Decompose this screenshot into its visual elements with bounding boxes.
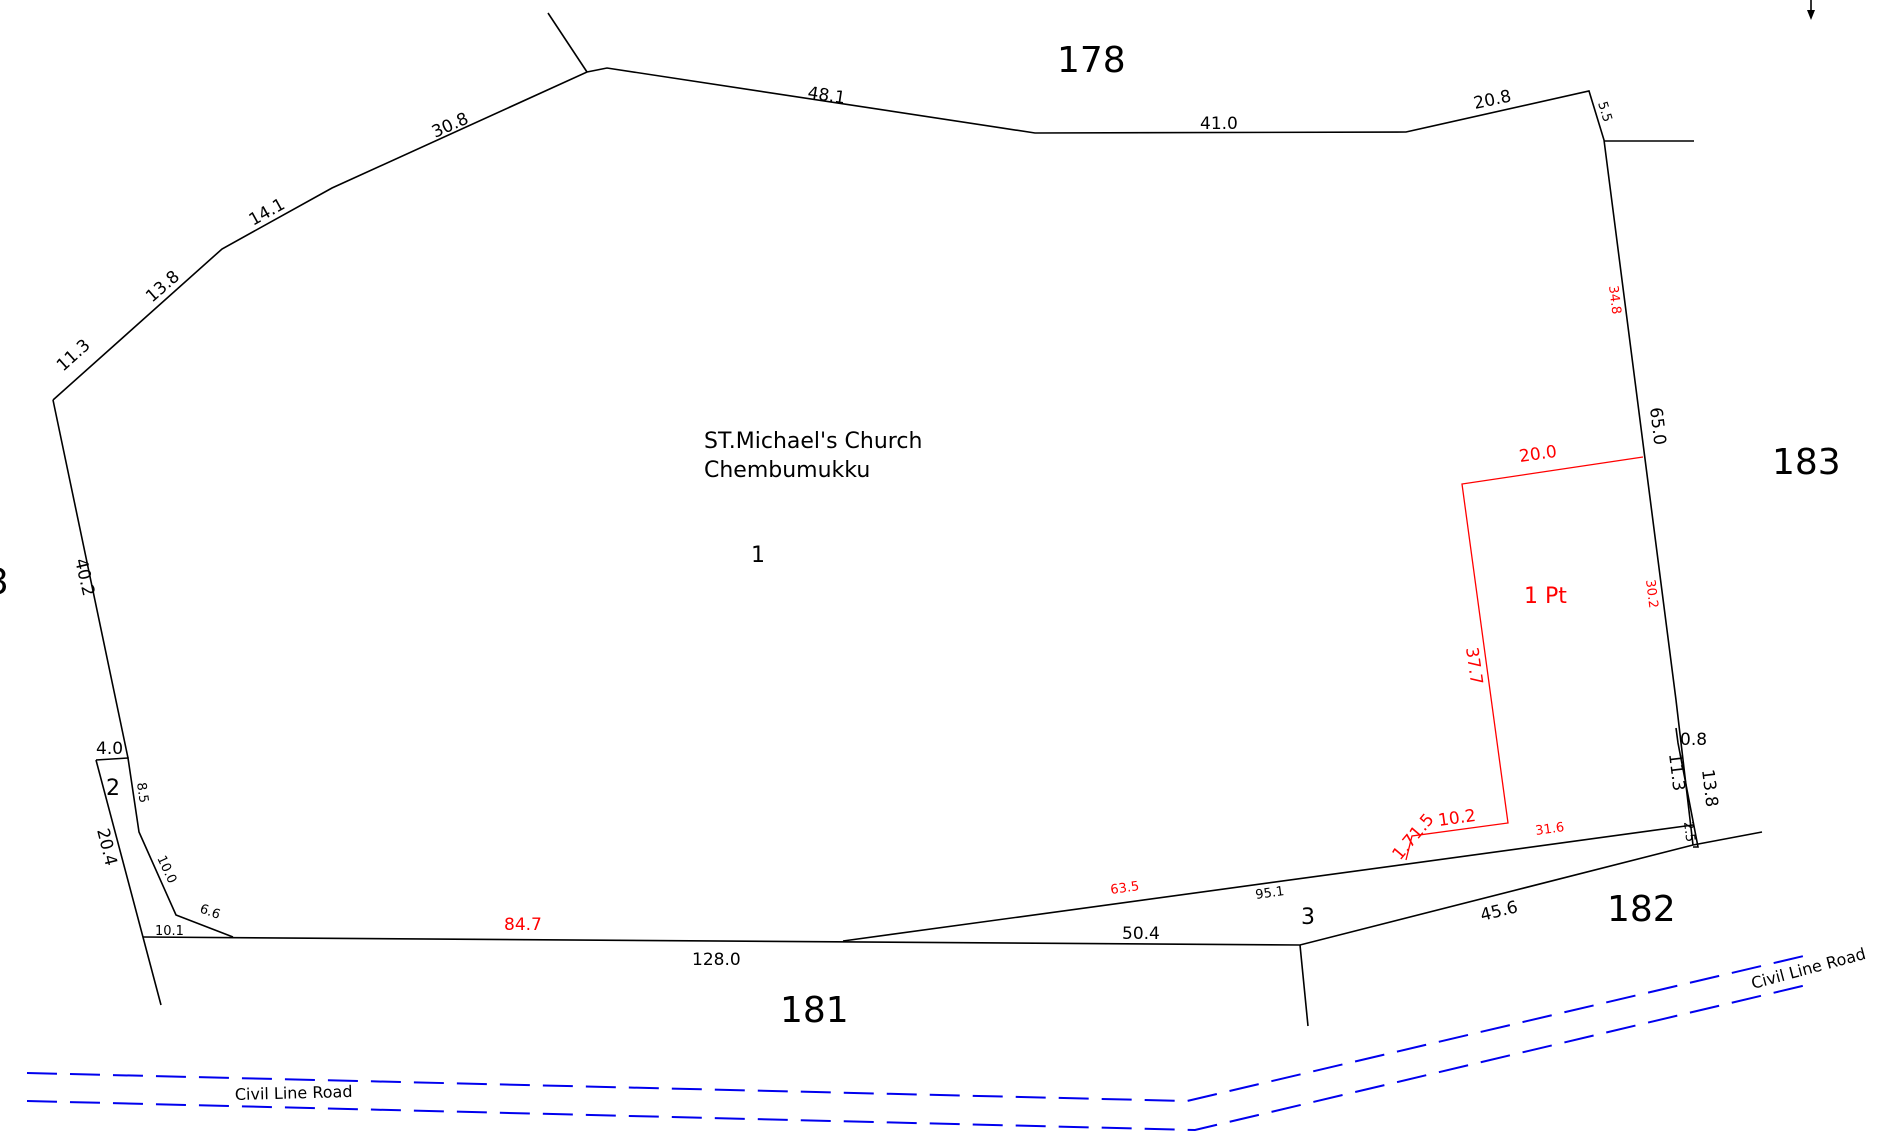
east-step	[1675, 727, 1699, 848]
measure-east-red-lower: 30.2	[1642, 579, 1660, 610]
plot-2-label: 2	[106, 776, 120, 801]
plot2-west	[95, 759, 162, 1006]
measure-south-right: 50.4	[1122, 924, 1160, 944]
road-lower	[26, 982, 1816, 1132]
parcel-182: 182	[1607, 889, 1676, 930]
measure-east-main: 65.0	[1645, 406, 1669, 446]
plot-3-label: 3	[1301, 905, 1315, 930]
measure-portion-bottom: 10.2	[1437, 806, 1477, 831]
parcel-178: 178	[1057, 40, 1126, 81]
measure-plot2-top: 4.0	[96, 739, 123, 759]
north-spur	[547, 12, 588, 73]
measure-diag-red: 63.5	[1109, 879, 1140, 898]
measure-nw-a: 30.8	[429, 109, 472, 143]
measure-west: 40.2	[70, 557, 98, 598]
road-label-east: Civil Line Road	[1749, 944, 1868, 993]
measure-south-red: 84.7	[504, 915, 542, 935]
measure-portion-corner: 1.71.5	[1389, 810, 1439, 864]
road-upper	[26, 954, 1809, 1103]
measure-portion-side: 37.7	[1461, 646, 1486, 686]
measure-plot2-a: 8.5	[133, 781, 151, 804]
plot2-boundary	[95, 757, 234, 938]
measure-nw-b: 14.1	[246, 195, 289, 231]
parcel-west: 3	[0, 562, 9, 603]
portion-label: 1 Pt	[1524, 584, 1567, 609]
measure-plot2-west: 20.4	[92, 826, 121, 868]
measure-se: 45.6	[1478, 897, 1520, 926]
measure-south-main: 128.0	[692, 950, 741, 970]
measure-top-a: 48.1	[806, 83, 846, 108]
plot-number: 1	[751, 543, 765, 568]
portion-boundary	[1405, 456, 1644, 861]
measure-east-c: 13.8	[1697, 768, 1721, 808]
measure-east-b: 0.8	[1680, 730, 1707, 750]
west-boundary	[52, 399, 129, 759]
measure-plot2-b: 10.0	[153, 853, 179, 886]
measure-top-b: 41.0	[1200, 114, 1238, 134]
north-boundary	[52, 67, 1694, 846]
se-spur	[1692, 831, 1763, 846]
plot-name: ST.Michael's Church	[704, 429, 922, 454]
measure-plot2-d: 10.1	[155, 924, 184, 939]
plot-locality: Chembumukku	[704, 458, 870, 483]
measure-portion-top: 20.0	[1518, 442, 1558, 467]
measure-nw-d: 11.3	[53, 336, 95, 376]
measure-east-e: 2.5	[1680, 821, 1697, 843]
road-label-south: Civil Line Road	[235, 1082, 353, 1104]
parcel-181: 181	[780, 990, 849, 1031]
parcel-183: 183	[1772, 442, 1841, 483]
measure-ne-corner: 5.5	[1594, 100, 1614, 124]
south-spur	[1299, 944, 1309, 1027]
measure-plot2-c: 6.6	[198, 902, 223, 923]
measure-east-d: 11.3	[1664, 752, 1688, 792]
measure-east-red-upper: 34.8	[1605, 285, 1623, 316]
measure-diag-black: 95.1	[1254, 884, 1285, 903]
north-arrow-head	[1807, 10, 1815, 20]
diagonal-boundary	[842, 824, 1694, 942]
measure-portion-base: 31.6	[1534, 820, 1565, 839]
